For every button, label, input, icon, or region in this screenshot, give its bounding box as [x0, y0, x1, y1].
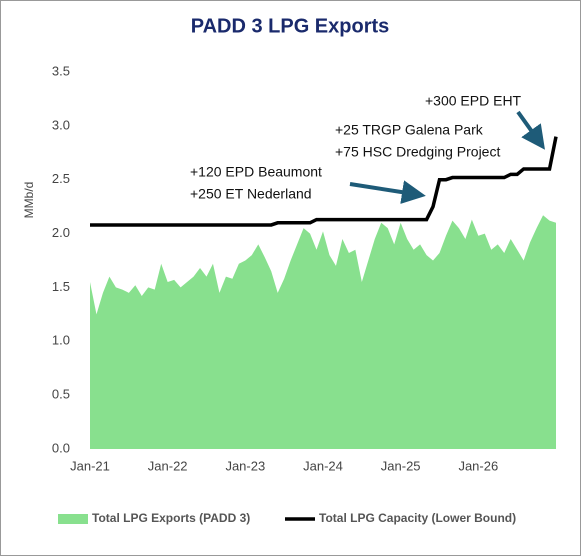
x-tick-label: Jan-23 — [225, 458, 265, 473]
legend-label: Total LPG Capacity (Lower Bound) — [319, 511, 516, 525]
annotation: +120 EPD Beaumont — [190, 164, 322, 180]
annotation: +300 EPD EHT — [425, 93, 522, 109]
x-tick-label: Jan-22 — [148, 458, 188, 473]
legend-label: Total LPG Exports (PADD 3) — [92, 511, 250, 525]
y-tick-label: 2.5 — [52, 171, 70, 186]
x-tick-label: Jan-24 — [303, 458, 343, 473]
y-tick-label: 1.0 — [52, 333, 70, 348]
y-axis-label: MMb/d — [22, 182, 36, 219]
arrow — [516, 110, 545, 150]
area — [90, 215, 556, 449]
annotation: +25 TRGP Galena Park — [335, 122, 484, 138]
y-tick-label: 2.0 — [52, 225, 70, 240]
y-tick-label: 0.0 — [52, 440, 70, 455]
x-tick-label: Jan-26 — [458, 458, 498, 473]
line — [90, 136, 558, 227]
annotation: +250 ET Nederland — [190, 186, 312, 202]
y-tick-label: 1.5 — [52, 279, 70, 294]
legend-swatch — [58, 514, 88, 524]
x-tick-label: Jan-25 — [381, 458, 421, 473]
arrow — [349, 180, 426, 205]
chart-title: PADD 3 LPG Exports — [191, 15, 390, 37]
plot: 0.0 0.5 1.0 1.5 2.0 2.5 3.0 3.5 Jan-21 Jan-22 Jan-… — [52, 63, 558, 525]
y-tick-label: 3.5 — [52, 63, 70, 78]
y-tick-label: 0.5 — [52, 387, 70, 402]
annotation: +75 HSC Dredging Project — [335, 144, 500, 160]
y-tick-label: 3.0 — [52, 117, 70, 132]
x-tick-label: Jan-21 — [70, 458, 110, 473]
